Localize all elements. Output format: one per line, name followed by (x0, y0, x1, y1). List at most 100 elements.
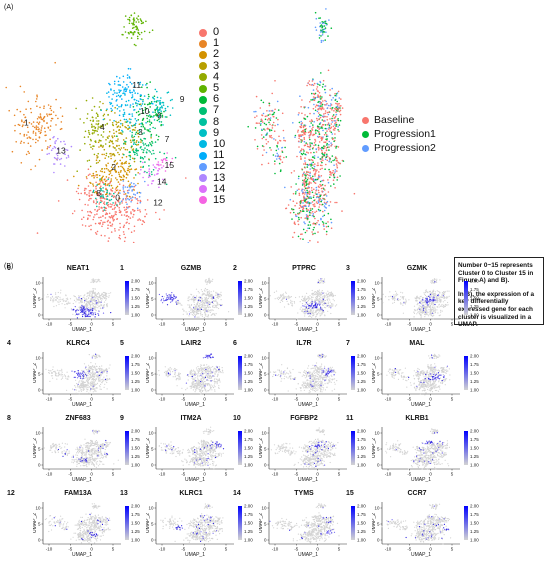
scale-tick-label: 2.00 (357, 429, 366, 434)
x-tick-label: -10 (272, 322, 279, 327)
panel-gene-name: ITM2A (180, 415, 202, 422)
scale-tick-label: 2.00 (244, 504, 253, 509)
cluster-legend-label: 12 (213, 160, 226, 173)
condition-legend-item: Progression1 (362, 127, 436, 141)
feature-plot-svg: -10 -5 0 5 0 5 10 UMAP_1 UMAP_2 2.00 1.75 1.50 1.25 1… (372, 277, 479, 333)
scale-tick-label: 1.25 (131, 379, 140, 384)
y-tick-label: 5 (377, 372, 380, 377)
x-tick-label: 5 (225, 547, 228, 552)
legend-dot-icon (199, 129, 207, 138)
cluster-2-points (73, 140, 142, 200)
legend-dot-icon (199, 95, 207, 104)
scale-tick-label: 2.00 (470, 279, 479, 284)
feature-plot-svg: -10 -5 0 5 0 5 10 UMAP_1 UMAP_2 2.00 1.75 1.50 1.25 1… (146, 352, 253, 408)
y-axis-label: UMAP_2 (259, 363, 264, 383)
cluster-legend-item: 4 (199, 70, 225, 83)
scale-tick-label: 2.00 (470, 504, 479, 509)
feature-plot-panel: -10 -5 0 5 0 5 10 UMAP_1 UMAP_2 2.00 1.75 1.50 1.25 1… (120, 490, 266, 558)
scale-tick-label: 1.00 (357, 538, 366, 543)
scale-tick-label: 1.75 (244, 287, 253, 292)
panel-gene-name: PTPRC (292, 265, 316, 272)
scale-tick-label: 1.25 (470, 529, 479, 534)
scale-tick-label: 1.75 (131, 437, 140, 442)
y-tick-label: 5 (151, 522, 154, 527)
x-tick-label: -5 (68, 397, 72, 402)
x-tick-label: 5 (112, 472, 115, 477)
cluster-12-points (119, 180, 146, 210)
scale-tick-label: 1.00 (131, 463, 140, 468)
scale-tick-label: 1.25 (244, 304, 253, 309)
cluster-legend-item: 12 (199, 161, 225, 172)
cluster-map-label: 13 (56, 146, 66, 156)
cluster-legend-label: 4 (213, 70, 220, 83)
color-scale-bar (464, 506, 468, 540)
condition-points-group (312, 122, 340, 170)
panel-cluster-id: 13 (120, 490, 128, 497)
scale-tick-label: 1.25 (357, 304, 366, 309)
condition-legend-label: Progression2 (374, 141, 436, 154)
feature-plot-panel: -10 -5 0 5 0 5 10 UMAP_1 UMAP_2 2.00 1.75 1.50 1.25 1… (346, 415, 492, 483)
y-axis-label: UMAP_2 (33, 363, 38, 383)
cluster-legend-label: 9 (213, 126, 220, 139)
x-tick-label: 0 (90, 397, 93, 402)
panel-gene-name: FAM13A (64, 490, 92, 497)
color-scale-bar (238, 506, 242, 540)
y-tick-label: 5 (38, 522, 41, 527)
cluster-map-label: 8 (96, 188, 101, 198)
scale-tick-label: 1.25 (357, 454, 366, 459)
cluster-legend-item: 3 (199, 59, 225, 72)
y-tick-label: 0 (38, 388, 41, 393)
scale-tick-label: 1.50 (357, 296, 366, 301)
scale-tick-label: 1.00 (470, 463, 479, 468)
cluster-15-points (156, 152, 174, 172)
x-tick-label: -10 (159, 322, 166, 327)
scale-tick-label: 1.50 (470, 446, 479, 451)
cluster-9-points (147, 88, 174, 126)
condition-points-group (327, 164, 338, 193)
x-tick-label: -10 (385, 547, 392, 552)
condition-points-group (300, 106, 331, 169)
y-tick-label: 5 (38, 447, 41, 452)
scale-tick-label: 2.00 (470, 354, 479, 359)
background-cells (385, 428, 450, 470)
cluster-legend-item: 14 (199, 183, 225, 195)
color-scale-bar (125, 281, 129, 315)
y-axis-label: UMAP_2 (372, 288, 377, 308)
condition-points-group (314, 8, 333, 43)
y-tick-label: 0 (151, 463, 154, 468)
x-axis-label: UMAP_1 (411, 477, 431, 483)
feature-plot-svg: -10 -5 0 5 0 5 10 UMAP_1 UMAP_2 2.00 1.75 1.50 1.25 1… (33, 352, 140, 408)
color-scale-bar (464, 356, 468, 390)
condition-points-group (274, 129, 287, 189)
x-tick-label: -5 (294, 322, 298, 327)
scale-tick-label: 1.00 (470, 313, 479, 318)
scale-tick-label: 1.75 (470, 362, 479, 367)
x-axis-label: UMAP_1 (185, 477, 205, 483)
y-tick-label: 0 (151, 313, 154, 318)
y-tick-label: 0 (151, 538, 154, 543)
scale-tick-label: 1.50 (244, 296, 253, 301)
cluster-legend-item: 1 (199, 38, 225, 49)
x-axis-label: UMAP_1 (72, 327, 92, 333)
feature-plot-panel: -10 -5 0 5 0 5 10 UMAP_1 UMAP_2 2.00 1.75 1.50 1.25 1… (233, 415, 379, 483)
y-axis-label: UMAP_2 (33, 288, 38, 308)
background-cells (44, 503, 111, 544)
cluster-legend-item: 7 (199, 105, 225, 116)
x-tick-label: -5 (181, 322, 185, 327)
cluster-legend-label: 3 (213, 59, 220, 72)
feature-plot-svg: -10 -5 0 5 0 5 10 UMAP_1 UMAP_2 2.00 1.75 1.50 1.25 1… (33, 427, 140, 483)
x-tick-label: 0 (429, 547, 432, 552)
feature-plot-svg: -10 -5 0 5 0 5 10 UMAP_1 UMAP_2 2.00 1.75 1.50 1.25 1… (259, 277, 366, 333)
y-tick-label: 5 (264, 372, 267, 377)
panel-gene-name: KLRC1 (179, 490, 203, 497)
condition-points-group (329, 90, 344, 129)
y-tick-label: 10 (35, 506, 41, 511)
scale-tick-label: 1.00 (357, 463, 366, 468)
legend-dot-icon (199, 106, 207, 115)
x-tick-label: -10 (46, 472, 53, 477)
scale-tick-label: 1.25 (470, 454, 479, 459)
x-tick-label: 0 (203, 547, 206, 552)
x-tick-label: 5 (338, 547, 341, 552)
condition-legend: Baseline Progression1 Progression2 (362, 113, 436, 155)
x-tick-label: 5 (225, 397, 228, 402)
